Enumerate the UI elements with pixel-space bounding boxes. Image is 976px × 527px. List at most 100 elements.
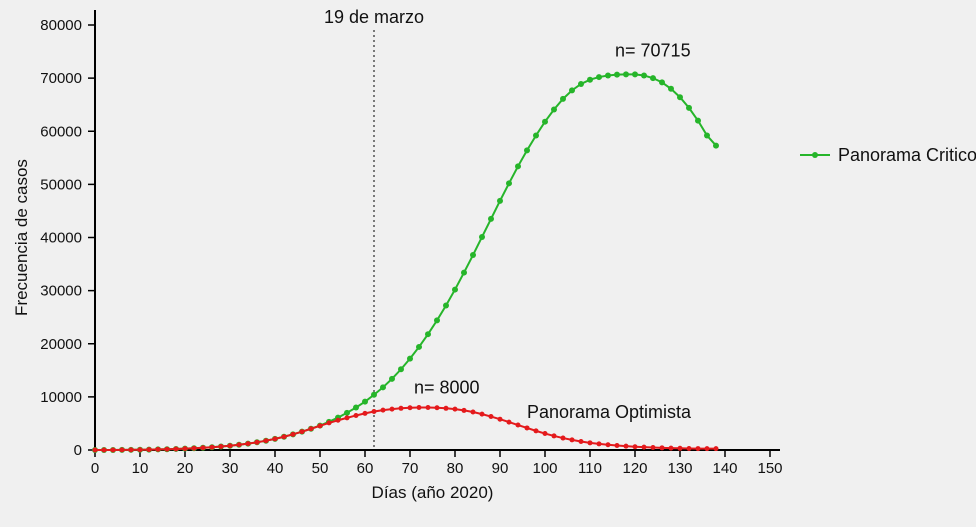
series-marker	[552, 433, 557, 438]
series-marker	[381, 408, 386, 413]
series-marker	[587, 77, 593, 83]
series-marker	[569, 87, 575, 93]
series-marker	[561, 436, 566, 441]
series-marker	[704, 133, 710, 139]
series-marker	[488, 216, 494, 222]
series-marker	[246, 441, 251, 446]
series-marker	[588, 440, 593, 445]
series-marker	[147, 447, 152, 452]
series-marker	[507, 420, 512, 425]
series-marker	[713, 143, 719, 149]
series-marker	[426, 405, 431, 410]
series-marker	[525, 425, 530, 430]
series-marker	[443, 303, 449, 309]
x-tick-label: 150	[757, 460, 782, 477]
series-marker	[534, 428, 539, 433]
series-marker	[597, 441, 602, 446]
series-marker	[156, 447, 161, 452]
series-marker	[363, 411, 368, 416]
series-marker	[327, 420, 332, 425]
y-tick-label: 80000	[40, 17, 82, 34]
series-marker	[425, 331, 431, 337]
series-marker	[615, 443, 620, 448]
series-marker	[416, 344, 422, 350]
series-marker	[93, 448, 98, 453]
series-marker	[669, 446, 674, 451]
series-marker	[570, 437, 575, 442]
series-marker	[533, 133, 539, 139]
x-tick-label: 20	[177, 460, 194, 477]
series-marker	[398, 366, 404, 372]
series-marker	[632, 71, 638, 77]
series-marker	[633, 444, 638, 449]
series-marker	[102, 447, 107, 452]
series-marker	[624, 444, 629, 449]
x-tick-label: 30	[222, 460, 239, 477]
series-marker	[480, 412, 485, 417]
x-tick-label: 120	[622, 460, 647, 477]
series-marker	[623, 71, 629, 77]
series-marker	[579, 439, 584, 444]
y-tick-label: 40000	[40, 230, 82, 247]
series-marker	[372, 409, 377, 414]
series-marker	[651, 445, 656, 450]
series-marker	[228, 443, 233, 448]
y-tick-label: 20000	[40, 336, 82, 353]
series-marker	[380, 384, 386, 390]
series-marker	[219, 444, 224, 449]
series-marker	[524, 147, 530, 153]
x-tick-label: 50	[312, 460, 329, 477]
series-marker	[471, 410, 476, 415]
series-marker	[174, 446, 179, 451]
series-marker	[353, 405, 359, 411]
series-marker	[264, 438, 269, 443]
series-marker	[399, 406, 404, 411]
series-marker	[237, 442, 242, 447]
series-marker	[516, 423, 521, 428]
series-marker	[111, 447, 116, 452]
series-marker	[677, 94, 683, 100]
series-marker	[641, 72, 647, 78]
chart-container: 0102030405060708090100110120130140150010…	[0, 0, 976, 527]
series-marker	[389, 376, 395, 382]
series-marker	[596, 74, 602, 80]
series-marker	[498, 417, 503, 422]
series-marker	[417, 405, 422, 410]
series-marker	[354, 413, 359, 418]
x-tick-label: 90	[492, 460, 509, 477]
series-marker	[345, 415, 350, 420]
x-tick-label: 110	[578, 460, 602, 477]
legend-marker	[812, 152, 818, 158]
series-marker	[192, 446, 197, 451]
series-marker	[300, 429, 305, 434]
x-tick-label: 0	[91, 460, 99, 477]
series-marker	[543, 431, 548, 436]
series-marker	[453, 407, 458, 412]
x-tick-label: 130	[667, 460, 692, 477]
peak-annotation: n= 8000	[414, 378, 480, 398]
series-marker	[606, 442, 611, 447]
chart-bg	[0, 0, 976, 527]
x-tick-label: 40	[267, 460, 284, 477]
chart-svg: 0102030405060708090100110120130140150010…	[0, 0, 976, 527]
vertical-marker-label: 19 de marzo	[324, 7, 424, 27]
series-marker	[444, 406, 449, 411]
y-tick-label: 70000	[40, 70, 82, 87]
x-tick-label: 100	[532, 460, 557, 477]
series-marker	[371, 392, 377, 398]
series-marker	[560, 96, 566, 102]
series-marker	[344, 410, 350, 416]
series-marker	[318, 423, 323, 428]
series-marker	[462, 408, 467, 413]
peak-annotation: n= 70715	[615, 40, 691, 60]
series-marker	[255, 440, 260, 445]
y-tick-label: 30000	[40, 283, 82, 300]
series-marker	[578, 81, 584, 87]
series-marker	[497, 198, 503, 204]
series-marker	[542, 119, 548, 125]
series-marker	[506, 180, 512, 186]
series-marker	[291, 432, 296, 437]
y-tick-label: 60000	[40, 123, 82, 140]
series-marker	[138, 447, 143, 452]
series-marker	[668, 86, 674, 92]
